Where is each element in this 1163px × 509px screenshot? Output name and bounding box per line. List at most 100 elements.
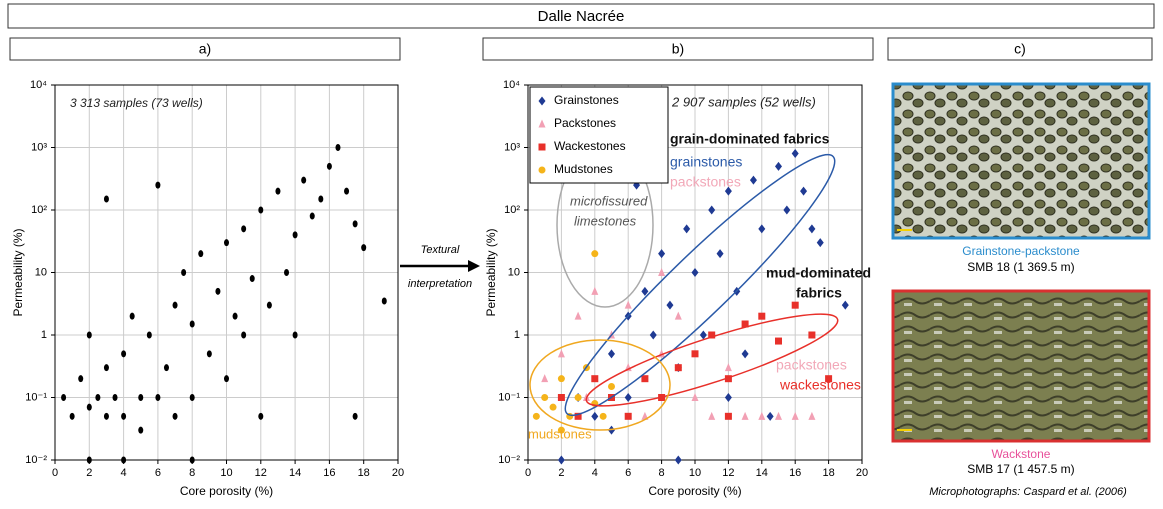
point (775, 411, 782, 420)
point (541, 394, 549, 401)
x-tick-label: 0 (52, 467, 58, 479)
point (172, 301, 178, 309)
y-tick-label: 10⁴ (503, 79, 520, 91)
point (758, 411, 766, 420)
point (741, 349, 749, 359)
point (292, 331, 298, 339)
point (86, 331, 92, 339)
point (557, 394, 565, 401)
panel-box (482, 37, 874, 61)
point (624, 300, 632, 309)
point (666, 300, 674, 310)
point (284, 269, 290, 276)
annotation: limestones (574, 213, 637, 228)
point (808, 224, 816, 234)
y-tick-label: 10² (504, 204, 520, 216)
x-tick-label: 8 (659, 467, 665, 479)
point (708, 411, 716, 420)
y-tick-label: 10⁴ (30, 79, 47, 91)
x-tick-label: 12 (255, 467, 267, 479)
point (232, 312, 238, 320)
point (361, 244, 367, 252)
point (758, 312, 766, 320)
point (266, 301, 272, 309)
point (708, 331, 716, 339)
point (574, 394, 582, 401)
legend-marker (538, 166, 546, 174)
panel-label: b) (672, 41, 684, 57)
point (741, 411, 749, 420)
annotation: mudstones (528, 426, 592, 441)
x-tick-label: 12 (722, 467, 734, 479)
point (69, 412, 75, 420)
point (649, 330, 657, 340)
y-tick-label: 10² (31, 204, 47, 216)
panel-label: a) (199, 41, 211, 57)
x-axis-label: Core porosity (%) (180, 484, 273, 498)
point (624, 412, 632, 420)
x-tick-label: 6 (625, 467, 631, 479)
x-tick-label: 14 (289, 467, 301, 479)
point (241, 331, 247, 339)
x-tick-label: 0 (525, 467, 531, 479)
x-tick-label: 4 (121, 467, 127, 479)
point (674, 364, 682, 372)
point (344, 187, 350, 195)
point (541, 374, 549, 383)
annotation: 3 313 samples (73 wells) (70, 96, 203, 110)
point (103, 412, 109, 420)
photo-sample: SMB 18 (1 369.5 m) (967, 260, 1074, 274)
x-tick-label: 2 (86, 467, 92, 479)
point (61, 394, 67, 401)
x-tick-label: 20 (856, 467, 868, 479)
legend-box (529, 86, 669, 184)
point (591, 250, 599, 258)
point (112, 394, 118, 401)
point (309, 212, 315, 220)
point (724, 412, 732, 420)
y-axis-label: Permeability (%) (11, 228, 25, 316)
annotation: mud-dominated (766, 265, 871, 281)
x-tick-label: 14 (756, 467, 768, 479)
point (800, 186, 808, 196)
annotation: microfissured (570, 193, 648, 208)
x-tick-label: 10 (220, 467, 232, 479)
point (816, 238, 824, 248)
point (224, 239, 229, 247)
point (318, 195, 324, 203)
point (716, 249, 724, 259)
photo-caption: Grainstone-packstone (962, 244, 1080, 258)
y-tick-label: 1 (41, 329, 47, 341)
point (215, 287, 221, 295)
point (749, 175, 757, 185)
point (699, 330, 707, 340)
point (189, 456, 195, 464)
legend-label: Packstones (554, 116, 616, 130)
point (841, 300, 849, 310)
point (121, 350, 127, 358)
y-tick-label: 10⁻² (25, 454, 47, 466)
credit: Microphotographs: Caspard et al. (2006) (929, 486, 1127, 498)
outline (529, 339, 671, 431)
point (206, 350, 212, 358)
point (758, 224, 766, 234)
point (95, 394, 101, 401)
point (129, 312, 135, 320)
point (808, 331, 816, 339)
point (155, 394, 161, 401)
point (138, 426, 144, 434)
point (775, 161, 782, 171)
point (783, 205, 791, 215)
legend-marker (538, 96, 546, 106)
point (608, 382, 615, 390)
x-tick-label: 6 (155, 467, 161, 479)
y-tick-label: 10⁻² (498, 454, 520, 466)
legend-marker (538, 143, 546, 151)
outline (564, 153, 836, 417)
point (624, 393, 632, 402)
y-tick-label: 10 (35, 266, 47, 278)
annotation: wackestones (779, 377, 861, 393)
point (198, 250, 204, 258)
point (146, 331, 152, 339)
point (557, 375, 565, 383)
